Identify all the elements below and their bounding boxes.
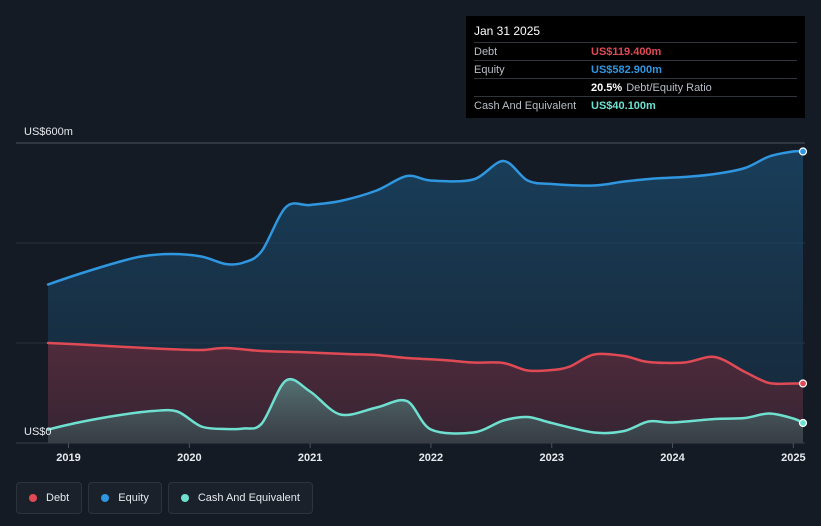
x-tick-label-2023: 2023 [539, 452, 563, 464]
tooltip-debt-row: Debt US$119.400m [474, 42, 797, 60]
cash-dot-icon [180, 494, 189, 502]
legend-item-equity[interactable]: Equity [88, 482, 162, 514]
x-tick-label-2022: 2022 [419, 452, 443, 464]
tooltip-cash-value: US$40.100m [591, 99, 656, 112]
tooltip-ratio-label: Debt/Equity Ratio [626, 81, 712, 94]
debt-line [46, 341, 805, 386]
debt-area [48, 343, 803, 443]
equity-dot-icon [101, 494, 110, 502]
tooltip-ratio-value: 20.5% [591, 81, 623, 94]
tooltip-equity-value: US$582.900m [591, 63, 662, 76]
legend-item-debt[interactable]: Debt [16, 482, 83, 514]
y-axis-bottom-label: US$0 [24, 426, 52, 438]
legend-item-cash[interactable]: Cash And Equivalent [167, 482, 313, 514]
tooltip-equity-label: Equity [474, 63, 505, 76]
tooltip-debt-value: US$119.400m [591, 45, 662, 58]
x-tick-label-2025: 2025 [781, 452, 805, 464]
cash-line [46, 378, 805, 435]
tooltip-equity-row: Equity US$582.900m [474, 60, 797, 78]
legend-cash-label: Cash And Equivalent [197, 492, 300, 504]
y-axis-top-label: US$600m [24, 126, 73, 138]
cash-area [48, 379, 803, 443]
x-tick-label-2019: 2019 [56, 452, 80, 464]
tooltip-cash-row: Cash And Equivalent US$40.100m [474, 96, 797, 114]
cash-end-marker [798, 418, 808, 428]
tooltip-ratio-row: 20.5% Debt/Equity Ratio [474, 78, 797, 96]
equity-end-marker [798, 147, 808, 156]
tooltip-cash-label: Cash And Equivalent [474, 99, 577, 112]
x-tick-label-2024: 2024 [660, 452, 685, 464]
legend-equity-label: Equity [118, 492, 149, 504]
data-tooltip: Jan 31 2025 Debt US$119.400m Equity US$5… [466, 16, 805, 118]
x-tick-label-2021: 2021 [298, 452, 322, 464]
tooltip-date: Jan 31 2025 [474, 24, 541, 38]
x-tick-label-2020: 2020 [177, 452, 201, 464]
legend-debt-label: Debt [46, 492, 70, 504]
chart-legend: Debt Equity Cash And Equivalent [16, 482, 313, 514]
debt-end-marker [798, 379, 808, 388]
equity-line [46, 149, 805, 286]
tooltip-debt-label: Debt [474, 45, 498, 58]
debt-dot-icon [29, 494, 37, 502]
